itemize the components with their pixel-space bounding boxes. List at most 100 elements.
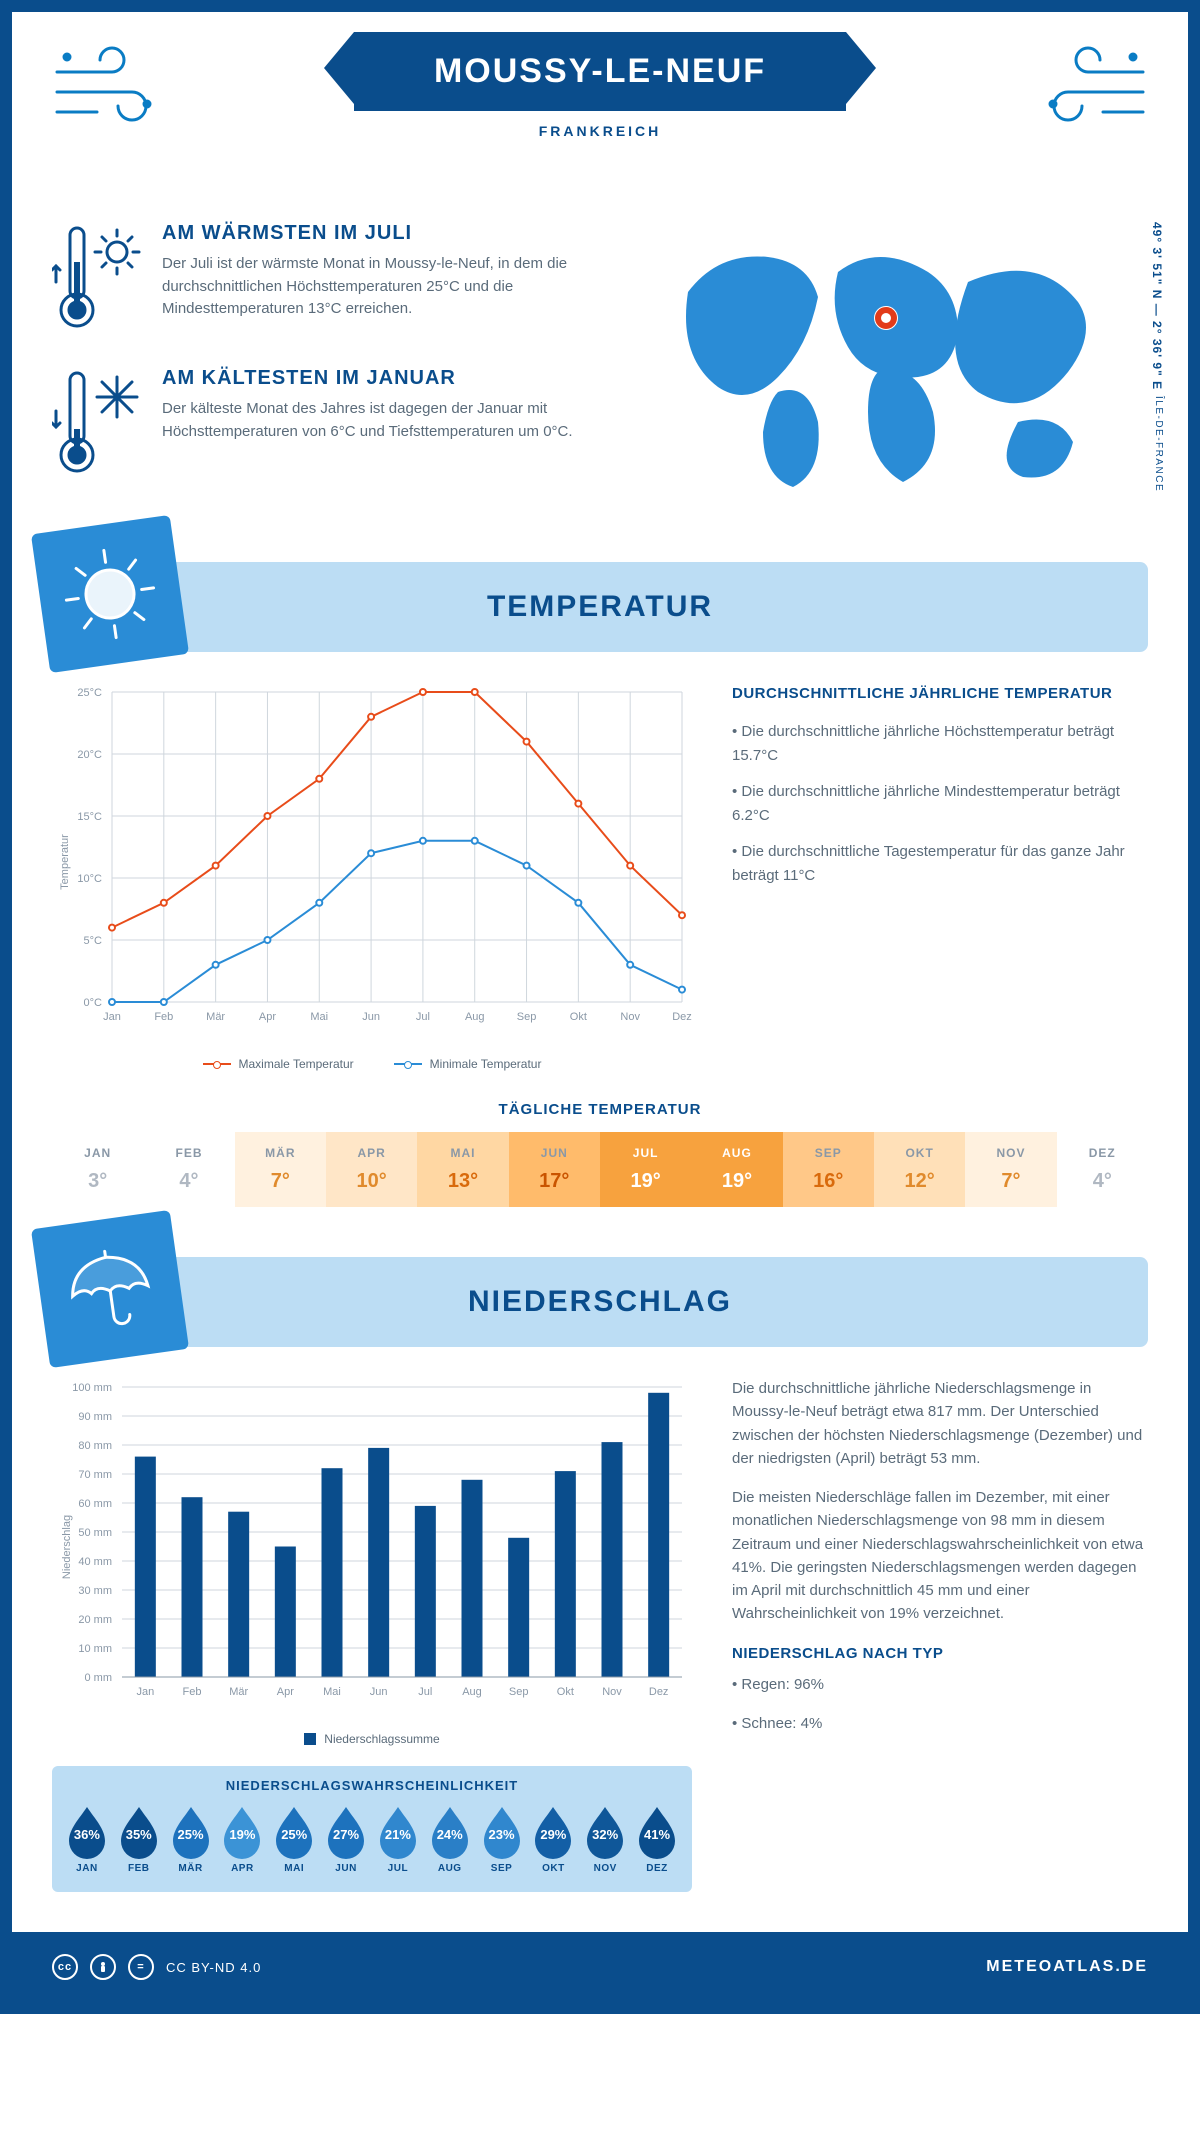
svg-text:Sep: Sep [509, 1686, 529, 1698]
precipitation-bar-chart: 0 mm10 mm20 mm30 mm40 mm50 mm60 mm70 mm8… [52, 1377, 692, 1746]
svg-text:20°C: 20°C [77, 749, 102, 761]
svg-text:Nov: Nov [602, 1686, 622, 1698]
svg-text:Apr: Apr [277, 1686, 294, 1698]
precip-prob-drop: 29%OKT [528, 1805, 578, 1874]
daily-temp-title: TÄGLICHE TEMPERATUR [52, 1101, 1148, 1118]
svg-text:Aug: Aug [465, 1011, 485, 1023]
coldest-fact: AM KÄLTESTEN IM JANUAR Der kälteste Mona… [52, 367, 628, 482]
footer: cc = CC BY-ND 4.0 METEOATLAS.DE [12, 1932, 1188, 2002]
svg-text:Mär: Mär [206, 1011, 225, 1023]
sun-icon [31, 515, 189, 673]
legend-min-label: Minimale Temperatur [430, 1057, 542, 1071]
svg-text:Jun: Jun [370, 1686, 388, 1698]
svg-text:90 mm: 90 mm [78, 1411, 112, 1423]
daily-temp-cell: MÄR7° [235, 1132, 326, 1207]
thermometer-cold-icon [52, 367, 142, 482]
svg-text:Mai: Mai [310, 1011, 328, 1023]
svg-text:Niederschlag: Niederschlag [61, 1515, 73, 1579]
svg-text:Jul: Jul [418, 1686, 432, 1698]
header: MOUSSY-LE-NEUF FRANKREICH [52, 32, 1148, 192]
avg-temp-bullet: • Die durchschnittliche jährliche Mindes… [732, 780, 1148, 828]
region-label: ÎLE-DE-FRANCE [1153, 396, 1164, 492]
temperature-section-header: TEMPERATUR [52, 562, 1148, 652]
svg-text:15°C: 15°C [77, 811, 102, 823]
legend-precip-label: Niederschlagssumme [324, 1732, 439, 1746]
svg-text:Jan: Jan [103, 1011, 121, 1023]
daily-temp-cell: JUN17° [509, 1132, 600, 1207]
svg-text:40 mm: 40 mm [78, 1556, 112, 1568]
svg-text:Aug: Aug [462, 1686, 482, 1698]
svg-text:Dez: Dez [672, 1011, 692, 1023]
precip-prob-drop: 41%DEZ [632, 1805, 682, 1874]
svg-text:Jan: Jan [136, 1686, 154, 1698]
svg-text:10 mm: 10 mm [78, 1643, 112, 1655]
svg-text:100 mm: 100 mm [72, 1382, 112, 1394]
legend-max: Maximale Temperatur [203, 1057, 354, 1071]
precipitation-section-header: NIEDERSCHLAG [52, 1257, 1148, 1347]
svg-text:Feb: Feb [154, 1011, 173, 1023]
svg-text:Jul: Jul [416, 1011, 430, 1023]
svg-text:30 mm: 30 mm [78, 1585, 112, 1597]
wind-icon [1028, 42, 1148, 137]
precip-prob-drop: 19%APR [217, 1805, 267, 1874]
precip-probability-box: NIEDERSCHLAGSWAHRSCHEINLICHKEIT 36%JAN35… [52, 1766, 692, 1892]
precip-type-snow: • Schnee: 4% [732, 1712, 1148, 1735]
daily-temp-cell: SEP16° [783, 1132, 874, 1207]
daily-temp-cell: DEZ4° [1057, 1132, 1148, 1207]
svg-text:Temperatur: Temperatur [59, 834, 71, 890]
svg-text:80 mm: 80 mm [78, 1440, 112, 1452]
coldest-title: AM KÄLTESTEN IM JANUAR [162, 367, 628, 390]
svg-text:Apr: Apr [259, 1011, 276, 1023]
temperature-line-chart: 0°C 5°C 10°C 15°C 20°C 25°C Jan Feb Mär Apr Mai Jun… [52, 682, 692, 1071]
svg-text:50 mm: 50 mm [78, 1527, 112, 1539]
svg-text:60 mm: 60 mm [78, 1498, 112, 1510]
avg-temp-heading: DURCHSCHNITTLICHE JÄHRLICHE TEMPERATUR [732, 682, 1148, 706]
coldest-text: Der kälteste Monat des Jahres ist dagege… [162, 398, 628, 443]
daily-temp-row: JAN3°FEB4°MÄR7°APR10°MAI13°JUN17°JUL19°A… [52, 1132, 1148, 1207]
nd-icon: = [128, 1954, 154, 1980]
cc-icon: cc [52, 1954, 78, 1980]
world-map-icon [668, 222, 1148, 502]
precip-prob-drop: 21%JUL [373, 1805, 423, 1874]
svg-text:0°C: 0°C [84, 997, 103, 1009]
svg-text:10°C: 10°C [77, 873, 102, 885]
svg-text:Jun: Jun [362, 1011, 380, 1023]
svg-text:5°C: 5°C [84, 935, 103, 947]
coordinates: 49° 3' 51" N — 2° 36' 9" E [1150, 222, 1164, 390]
precip-prob-drop: 32%NOV [580, 1805, 630, 1874]
svg-text:25°C: 25°C [77, 687, 102, 699]
svg-text:Mär: Mär [229, 1686, 248, 1698]
warmest-text: Der Juli ist der wärmste Monat in Moussy… [162, 253, 628, 321]
legend-precip: Niederschlagssumme [304, 1732, 439, 1746]
precipitation-title: NIEDERSCHLAG [468, 1285, 732, 1319]
legend-max-label: Maximale Temperatur [239, 1057, 354, 1071]
wind-icon [52, 42, 172, 137]
precip-type-heading: NIEDERSCHLAG NACH TYP [732, 1642, 1148, 1665]
precip-prob-drop: 35%FEB [114, 1805, 164, 1874]
svg-text:Feb: Feb [183, 1686, 202, 1698]
svg-text:Nov: Nov [620, 1011, 640, 1023]
daily-temp-cell: NOV7° [965, 1132, 1056, 1207]
svg-text:Sep: Sep [517, 1011, 537, 1023]
precip-prob-drop: 23%SEP [477, 1805, 527, 1874]
precip-paragraph: Die meisten Niederschläge fallen im Deze… [732, 1486, 1148, 1626]
legend-min: Minimale Temperatur [394, 1057, 542, 1071]
country-label: FRANKREICH [354, 123, 846, 139]
daily-temp-cell: APR10° [326, 1132, 417, 1207]
license-text: CC BY-ND 4.0 [166, 1960, 261, 1975]
svg-text:Okt: Okt [557, 1686, 574, 1698]
svg-text:20 mm: 20 mm [78, 1614, 112, 1626]
precip-prob-drop: 25%MAI [269, 1805, 319, 1874]
svg-text:Dez: Dez [649, 1686, 669, 1698]
precip-prob-drop: 27%JUN [321, 1805, 371, 1874]
daily-temp-cell: FEB4° [143, 1132, 234, 1207]
precip-prob-drop: 36%JAN [62, 1805, 112, 1874]
daily-temp-cell: JUL19° [600, 1132, 691, 1207]
city-title: MOUSSY-LE-NEUF [354, 32, 846, 111]
daily-temp-cell: JAN3° [52, 1132, 143, 1207]
precip-paragraph: Die durchschnittliche jährliche Niedersc… [732, 1377, 1148, 1470]
daily-temp-cell: MAI13° [417, 1132, 508, 1207]
precip-prob-drop: 24%AUG [425, 1805, 475, 1874]
svg-text:Mai: Mai [323, 1686, 341, 1698]
by-icon [90, 1954, 116, 1980]
